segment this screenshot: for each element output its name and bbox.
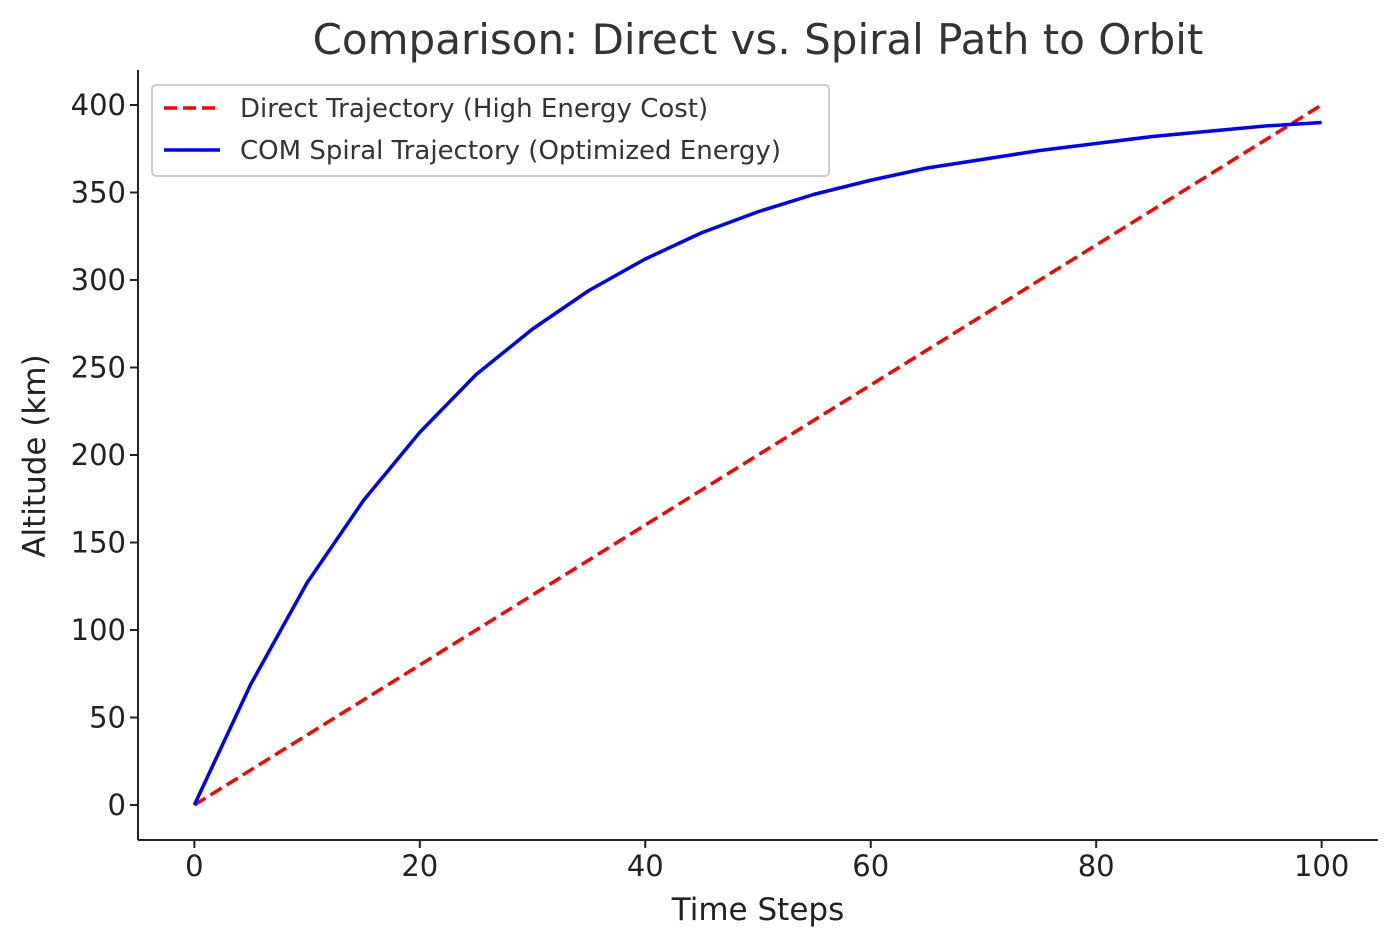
legend-label-direct: Direct Trajectory (High Energy Cost)	[240, 94, 708, 124]
x-axis-label: Time Steps	[671, 892, 844, 928]
x-tick-label: 60	[852, 849, 889, 883]
chart-title: Comparison: Direct vs. Spiral Path to Or…	[313, 15, 1204, 64]
y-tick-label: 100	[71, 613, 126, 647]
y-axis-label: Altitude (km)	[17, 354, 53, 557]
series-layer	[192, 103, 1323, 807]
x-tick-label: 80	[1078, 849, 1115, 883]
y-tick-label: 150	[71, 526, 126, 560]
legend-label-spiral: COM Spiral Trajectory (Optimized Energy)	[240, 136, 781, 166]
series-line-0	[193, 103, 1323, 807]
series-line-1	[192, 120, 1322, 806]
y-tick-label: 0	[108, 788, 126, 822]
y-tick-label: 50	[89, 701, 126, 735]
x-tick-label: 0	[185, 849, 203, 883]
y-tick-label: 200	[71, 438, 126, 472]
plot-area: 0 20 40 60 80 100 0 50 100 150 200 250 300 350 400	[71, 70, 1378, 883]
y-tick-label: 250	[71, 351, 126, 385]
y-tick-label: 300	[71, 263, 126, 297]
y-tick-label: 350	[71, 176, 126, 210]
legend: Direct Trajectory (High Energy Cost) COM…	[151, 84, 830, 177]
legend-box	[151, 84, 830, 177]
x-tick-label: 20	[401, 849, 438, 883]
ticks: 0 20 40 60 80 100 0 50 100 150 200 250 300 350 400	[71, 88, 1350, 883]
y-tick-label: 400	[71, 88, 126, 122]
x-tick-label: 100	[1294, 849, 1349, 883]
x-tick-label: 40	[627, 849, 664, 883]
